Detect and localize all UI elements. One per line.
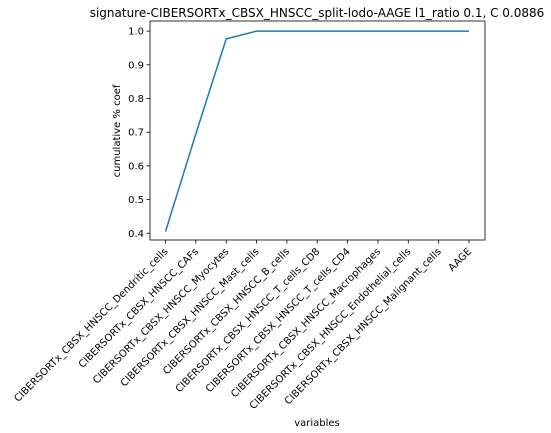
y-tick-label: 0.9 [128, 60, 144, 71]
y-tick-label: 0.4 [128, 229, 144, 240]
chart-title: signature-CIBERSORTx_CBSX_HNSCC_split-lo… [90, 6, 545, 20]
series-line [166, 31, 470, 231]
y-tick-label: 0.8 [128, 94, 144, 105]
x-axis-label: variables [294, 418, 340, 429]
y-axis: 0.4 0.5 0.6 0.7 0.8 0.9 1.0 [128, 27, 150, 240]
plot-area-frame [150, 21, 485, 240]
y-tick-label: 0.6 [128, 161, 144, 172]
series-layer [166, 31, 470, 231]
y-tick-label: 0.5 [128, 195, 144, 206]
y-tick-label: 1.0 [128, 27, 144, 38]
x-tick-label: AAGE [447, 246, 474, 273]
y-tick-label: 0.7 [128, 128, 144, 139]
x-axis: CIBERSORTx_CBSX_HNSCC_Dendritic_cellsCIB… [12, 240, 474, 412]
y-axis-label: cumulative % coef [112, 84, 123, 177]
